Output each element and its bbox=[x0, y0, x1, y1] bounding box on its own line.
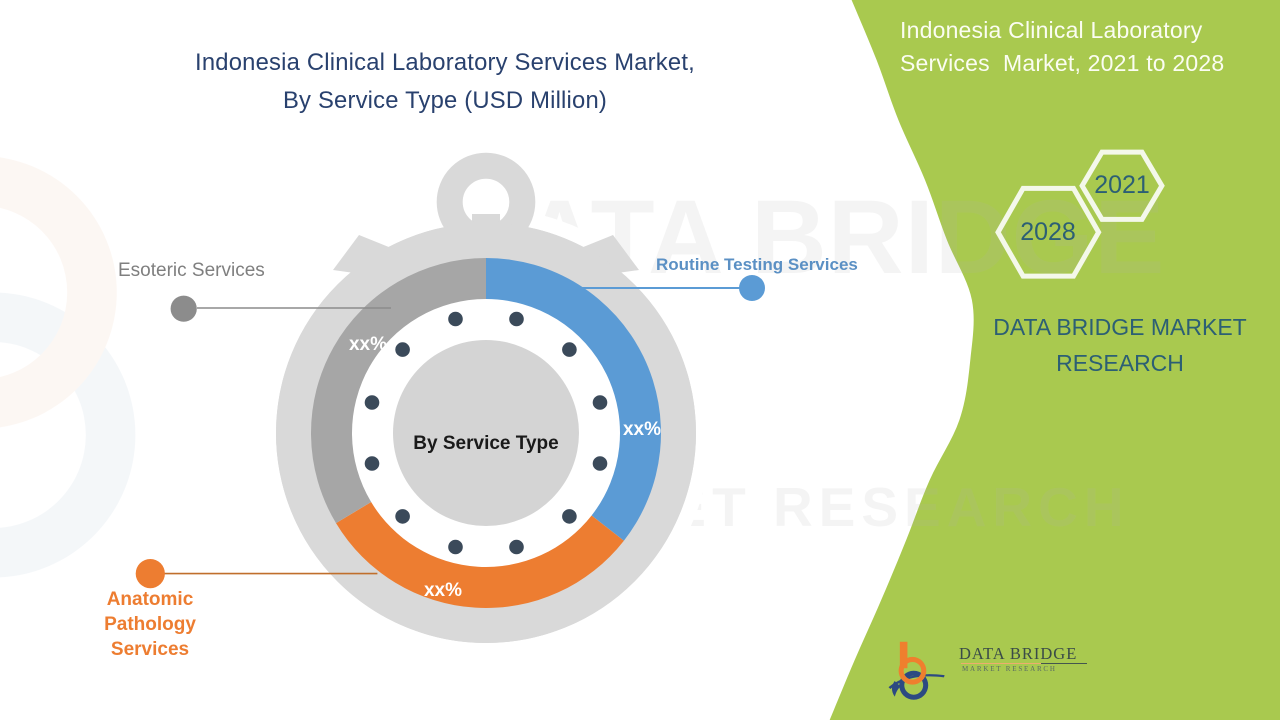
svg-text:2028: 2028 bbox=[1020, 218, 1076, 246]
svg-text:2021: 2021 bbox=[1094, 171, 1150, 199]
